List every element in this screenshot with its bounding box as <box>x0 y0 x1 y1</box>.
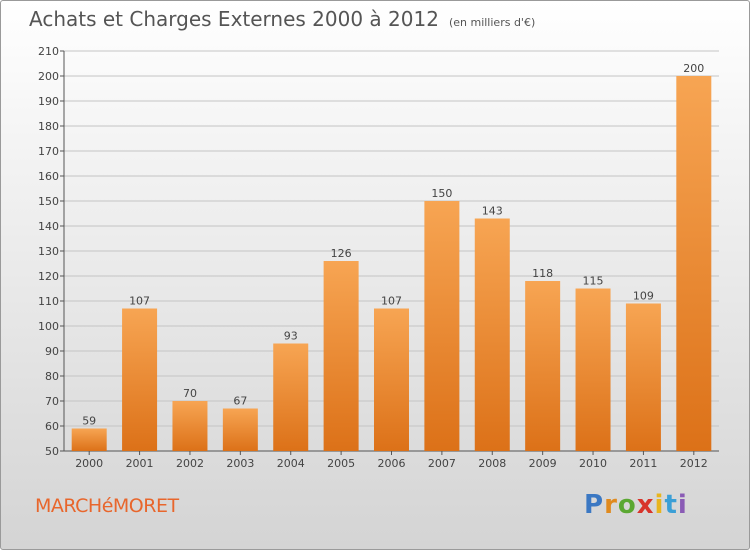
bar <box>172 401 208 451</box>
value-label: 115 <box>583 275 604 288</box>
bars <box>71 76 712 451</box>
logo-letter: i <box>654 490 665 520</box>
x-tick-label: 2001 <box>126 457 154 470</box>
x-tick-label: 2008 <box>478 457 506 470</box>
x-tick-label: 2004 <box>277 457 305 470</box>
bar <box>575 288 611 451</box>
value-label: 67 <box>233 395 247 408</box>
x-tick-label: 2009 <box>529 457 557 470</box>
value-label: 150 <box>431 187 452 200</box>
y-tick-label: 210 <box>38 45 59 58</box>
bar <box>676 76 712 451</box>
value-label: 70 <box>183 387 197 400</box>
value-label: 126 <box>331 247 352 260</box>
x-tick-label: 2010 <box>579 457 607 470</box>
y-tick-label: 150 <box>38 195 59 208</box>
bar <box>122 308 158 451</box>
logo-letter: P <box>584 490 605 520</box>
y-tick-label: 140 <box>38 220 59 233</box>
value-label: 59 <box>82 415 96 428</box>
logo-letter: i <box>677 490 688 520</box>
bar <box>323 261 359 451</box>
chart-subtitle: (en milliers d'€) <box>448 16 536 29</box>
bar <box>625 303 661 451</box>
x-axis-labels: 2000 2001 2002 2003 2004 2005 2006 2007 2008 2009… <box>75 451 708 470</box>
bar <box>424 201 460 451</box>
y-tick-label: 120 <box>38 270 59 283</box>
x-tick-label: 2003 <box>226 457 254 470</box>
y-tick-label: 110 <box>38 295 59 308</box>
bar <box>71 428 107 451</box>
y-tick-label: 200 <box>38 70 59 83</box>
y-tick-label: 60 <box>45 420 59 433</box>
logo-letter: x <box>636 490 655 520</box>
y-tick-label: 50 <box>45 445 59 458</box>
y-axis-labels: 50 60 70 80 90 100 110 120 130 140 150 160 170 180 190… <box>38 45 59 458</box>
x-tick-label: 2012 <box>680 457 708 470</box>
y-tick-label: 70 <box>45 395 59 408</box>
y-tick-label: 80 <box>45 370 59 383</box>
logo-letter: o <box>617 490 637 520</box>
y-tick-label: 130 <box>38 245 59 258</box>
commune-name: MARCHéMORET <box>35 495 179 517</box>
logo-letter: r <box>604 490 618 520</box>
logo-letter: t <box>664 490 678 520</box>
bar <box>474 218 510 451</box>
value-label: 200 <box>683 62 704 75</box>
chart-title-block: Achats et Charges Externes 2000 à 2012 (e… <box>29 7 535 31</box>
chart-title: Achats et Charges Externes 2000 à 2012 <box>29 7 439 31</box>
bar <box>273 343 309 451</box>
value-label: 107 <box>381 295 402 308</box>
value-label: 109 <box>633 290 654 303</box>
value-label: 143 <box>482 205 503 218</box>
bar <box>222 408 258 451</box>
x-tick-label: 2011 <box>629 457 657 470</box>
bar <box>374 308 409 451</box>
x-tick-label: 2000 <box>75 457 103 470</box>
x-tick-label: 2005 <box>327 457 355 470</box>
value-label: 93 <box>284 330 298 343</box>
x-tick-label: 2002 <box>176 457 204 470</box>
x-tick-label: 2006 <box>378 457 406 470</box>
y-tick-label: 170 <box>38 145 59 158</box>
x-tick-label: 2007 <box>428 457 456 470</box>
y-tick-label: 90 <box>45 345 59 358</box>
y-tick-label: 160 <box>38 170 59 183</box>
y-tick-label: 100 <box>38 320 59 333</box>
bar <box>525 281 561 451</box>
value-label: 118 <box>532 267 553 280</box>
proxiti-logo: Proxiti <box>584 490 688 520</box>
value-label: 107 <box>129 295 150 308</box>
y-tick-label: 180 <box>38 120 59 133</box>
value-labels: 59 107 70 67 93 126 107 150 143 118 115 109 200 <box>82 62 704 428</box>
y-tick-label: 190 <box>38 95 59 108</box>
